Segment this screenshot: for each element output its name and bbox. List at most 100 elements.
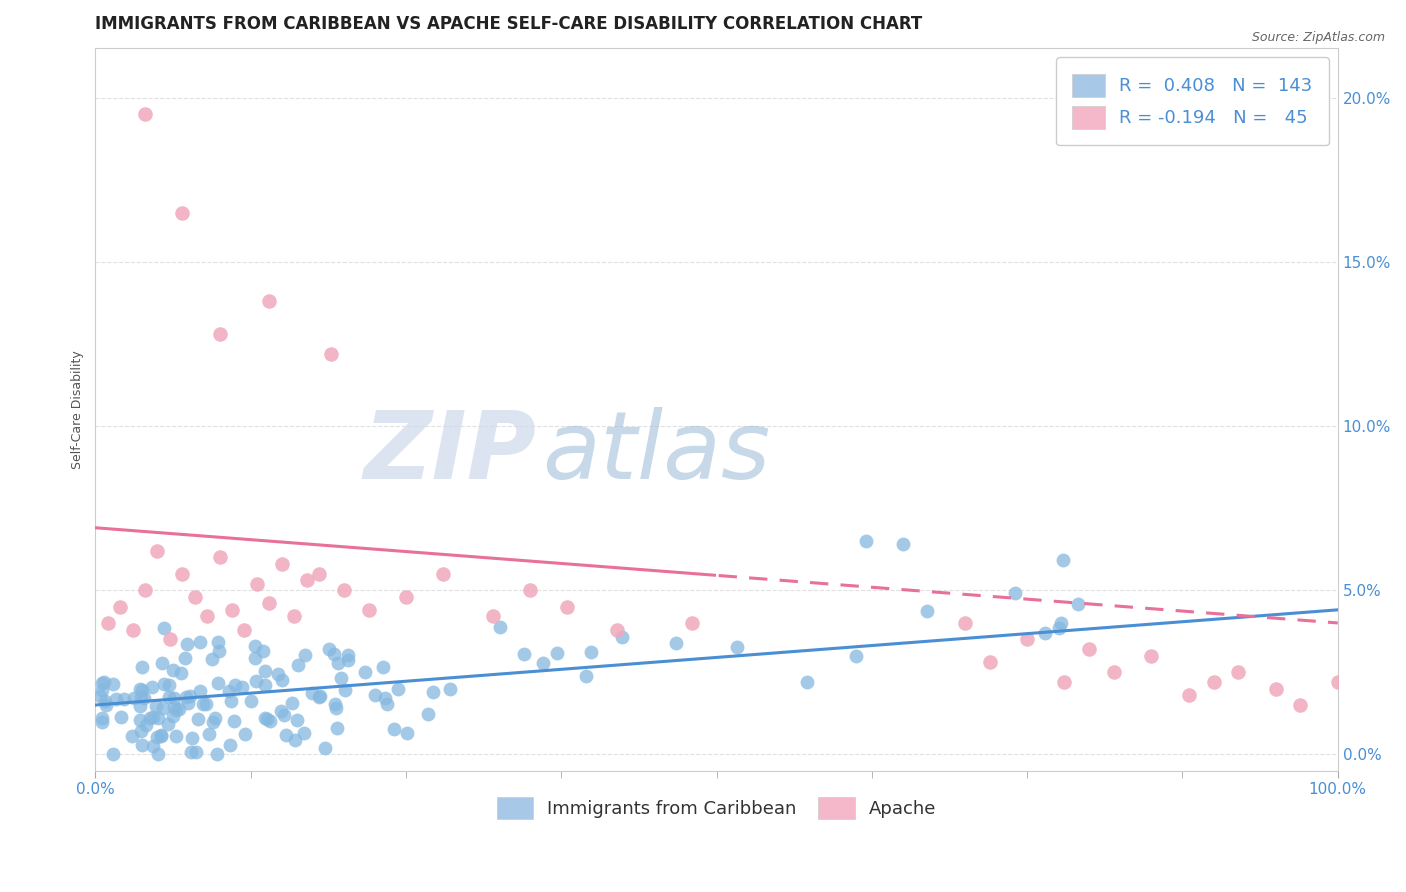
Point bbox=[219, 694, 242, 708]
Point bbox=[1067, 597, 1090, 611]
Point bbox=[274, 728, 297, 742]
Point bbox=[1053, 675, 1076, 690]
Point bbox=[146, 543, 169, 558]
Point bbox=[557, 599, 579, 614]
Point bbox=[208, 327, 231, 342]
Point bbox=[326, 722, 349, 736]
Point bbox=[93, 694, 115, 708]
Point bbox=[191, 697, 214, 711]
Point bbox=[134, 583, 156, 598]
Point bbox=[1140, 648, 1163, 663]
Point bbox=[422, 685, 444, 699]
Point bbox=[157, 690, 180, 704]
Point bbox=[146, 747, 169, 762]
Point bbox=[283, 609, 305, 624]
Point bbox=[101, 747, 124, 762]
Point bbox=[239, 694, 262, 708]
Point bbox=[110, 710, 132, 724]
Point bbox=[150, 728, 173, 742]
Point bbox=[1033, 625, 1056, 640]
Point bbox=[176, 637, 198, 651]
Point bbox=[162, 663, 184, 677]
Point bbox=[91, 714, 114, 729]
Point bbox=[915, 604, 938, 618]
Point bbox=[195, 609, 218, 624]
Point bbox=[382, 722, 405, 736]
Y-axis label: Self-Care Disability: Self-Care Disability bbox=[72, 351, 84, 469]
Point bbox=[207, 747, 229, 762]
Point bbox=[1050, 616, 1073, 631]
Point bbox=[128, 713, 150, 727]
Point bbox=[489, 620, 512, 634]
Point bbox=[221, 603, 243, 617]
Point bbox=[104, 691, 127, 706]
Point bbox=[176, 690, 198, 704]
Point bbox=[725, 640, 748, 654]
Point bbox=[167, 701, 190, 715]
Point bbox=[231, 681, 253, 695]
Point bbox=[1047, 621, 1070, 635]
Point bbox=[845, 648, 868, 663]
Point bbox=[546, 646, 568, 660]
Point bbox=[418, 706, 440, 721]
Point bbox=[285, 713, 308, 727]
Point bbox=[131, 690, 153, 704]
Point bbox=[357, 603, 380, 617]
Point bbox=[256, 712, 278, 726]
Point bbox=[326, 656, 349, 670]
Point bbox=[148, 711, 170, 725]
Point bbox=[180, 731, 202, 745]
Point bbox=[294, 648, 316, 663]
Point bbox=[233, 623, 256, 637]
Point bbox=[201, 714, 224, 729]
Point bbox=[112, 692, 135, 706]
Point bbox=[271, 673, 294, 688]
Point bbox=[129, 724, 152, 739]
Point bbox=[353, 665, 375, 679]
Text: ZIP: ZIP bbox=[364, 407, 537, 499]
Point bbox=[308, 689, 330, 703]
Point bbox=[395, 590, 418, 604]
Point bbox=[195, 697, 218, 711]
Point bbox=[224, 678, 246, 692]
Point bbox=[295, 574, 318, 588]
Point bbox=[142, 739, 165, 754]
Point bbox=[180, 745, 202, 759]
Point bbox=[665, 636, 688, 650]
Point bbox=[325, 701, 347, 715]
Point bbox=[89, 690, 111, 704]
Point bbox=[153, 677, 176, 691]
Point bbox=[245, 673, 267, 688]
Point bbox=[254, 678, 277, 692]
Point bbox=[141, 680, 163, 694]
Point bbox=[132, 690, 155, 705]
Point bbox=[579, 645, 602, 659]
Point bbox=[150, 656, 173, 670]
Point bbox=[364, 688, 387, 702]
Point bbox=[153, 621, 176, 635]
Point bbox=[259, 596, 281, 610]
Point bbox=[1052, 553, 1074, 567]
Point bbox=[1004, 586, 1026, 600]
Point bbox=[1078, 642, 1101, 657]
Point bbox=[482, 609, 505, 624]
Point bbox=[207, 635, 229, 649]
Point bbox=[855, 533, 877, 548]
Point bbox=[259, 294, 281, 309]
Point bbox=[796, 675, 818, 690]
Point bbox=[531, 656, 554, 670]
Point bbox=[323, 697, 346, 711]
Point bbox=[204, 711, 226, 725]
Point bbox=[333, 583, 356, 598]
Point bbox=[145, 699, 167, 714]
Point bbox=[318, 642, 340, 657]
Point bbox=[1264, 681, 1286, 696]
Point bbox=[97, 615, 120, 630]
Point bbox=[575, 668, 598, 682]
Text: IMMIGRANTS FROM CARIBBEAN VS APACHE SELF-CARE DISABILITY CORRELATION CHART: IMMIGRANTS FROM CARIBBEAN VS APACHE SELF… bbox=[96, 15, 922, 33]
Point bbox=[186, 745, 208, 759]
Point bbox=[176, 697, 198, 711]
Point bbox=[252, 644, 274, 658]
Point bbox=[190, 684, 212, 698]
Point bbox=[135, 718, 157, 732]
